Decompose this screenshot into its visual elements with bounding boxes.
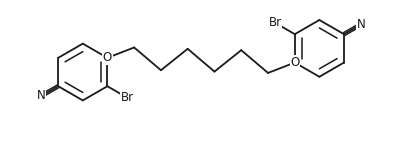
Text: Br: Br xyxy=(268,16,281,29)
Text: N: N xyxy=(356,18,365,31)
Text: O: O xyxy=(290,56,299,69)
Text: O: O xyxy=(102,51,112,64)
Text: Br: Br xyxy=(120,91,133,104)
Text: N: N xyxy=(37,89,46,102)
